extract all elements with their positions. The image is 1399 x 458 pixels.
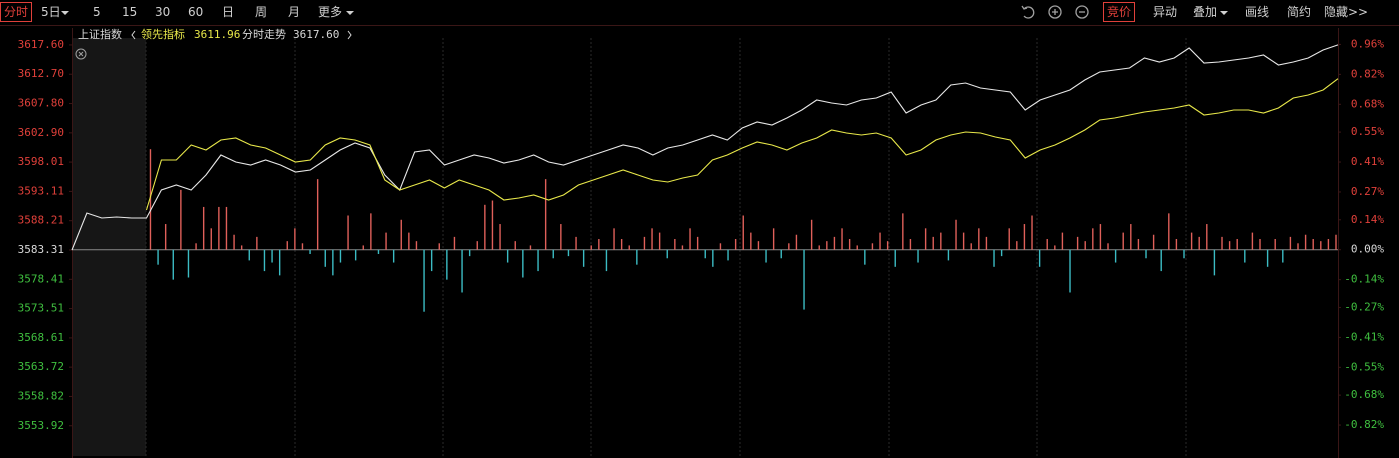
y2-tick-label: 0.82%	[1351, 67, 1384, 80]
toolbar-button[interactable]: 60	[188, 5, 204, 19]
next-arrow[interactable]	[347, 30, 352, 40]
prev-session-shade	[72, 38, 146, 456]
y-tick-label: 3607.80	[18, 97, 64, 110]
toolbar-button[interactable]: 隐藏>>	[1324, 5, 1369, 19]
series-line	[71, 44, 1339, 251]
y-tick-label: 3578.41	[18, 272, 64, 285]
toolbar-button[interactable]: 日	[222, 5, 235, 19]
zoom-in-icon[interactable]	[1048, 5, 1062, 19]
toolbar-button[interactable]: 15	[122, 5, 138, 19]
y-tick-label: 3563.72	[18, 360, 64, 373]
y2-tick-label: -0.82%	[1344, 418, 1384, 431]
y-tick-label: 3602.90	[18, 126, 64, 139]
trend-value: 3617.60	[293, 28, 339, 41]
y-tick-label: 3588.21	[18, 214, 64, 227]
y2-tick-label: -0.68%	[1344, 388, 1384, 401]
y-tick-label: 3617.60	[18, 38, 64, 51]
dropdown-arrow[interactable]	[61, 11, 69, 15]
y2-tick-label: 0.55%	[1351, 125, 1384, 138]
dropdown-arrow[interactable]	[1220, 11, 1228, 15]
y2-tick-label: -0.14%	[1344, 273, 1384, 286]
lead-value: 3611.96	[194, 28, 240, 41]
toolbar-button[interactable]: 叠加	[1193, 5, 1218, 19]
toolbar-button[interactable]: 5日	[41, 5, 61, 19]
y2-tick-label: 0.14%	[1351, 213, 1384, 226]
dropdown-arrow[interactable]	[346, 11, 354, 15]
y2-tick-label: 0.27%	[1351, 185, 1384, 198]
y2-tick-label: 0.68%	[1351, 97, 1384, 110]
zoom-out-icon[interactable]	[1075, 5, 1089, 19]
toolbar-button[interactable]: 更多	[318, 5, 343, 19]
toolbar-button[interactable]: 画线	[1245, 5, 1270, 19]
y-tick-label: 3598.01	[18, 155, 64, 168]
y2-tick-label: -0.55%	[1344, 360, 1384, 373]
trend-name: 分时走势	[242, 28, 286, 41]
toolbar-button[interactable]: 异动	[1153, 5, 1178, 19]
lead-name: 领先指标	[141, 27, 185, 41]
y-tick-label: 3573.51	[18, 302, 64, 315]
y-tick-label: 3553.92	[18, 419, 64, 432]
toolbar-button[interactable]: 月	[288, 5, 301, 19]
y-tick-label: 3558.82	[18, 389, 64, 402]
toolbar-button[interactable]: 分时	[0, 2, 33, 22]
y-tick-label: 3612.70	[18, 67, 64, 80]
prev-arrow[interactable]	[131, 30, 136, 40]
toolbar-button[interactable]: 竞价	[1103, 2, 1136, 22]
toolbar-button[interactable]: 30	[155, 5, 171, 19]
y2-tick-label: 0.41%	[1351, 155, 1384, 168]
series-line	[145, 78, 1339, 211]
y-tick-label: 3568.61	[18, 331, 64, 344]
y-tick-label: 3593.11	[18, 184, 64, 197]
y2-tick-label: -0.27%	[1344, 300, 1384, 313]
y2-tick-label: 0.96%	[1351, 37, 1384, 50]
close-icon[interactable]	[75, 48, 87, 60]
index-name: 上证指数	[78, 27, 122, 41]
toolbar-button[interactable]: 周	[255, 5, 268, 19]
y2-tick-label: 0.00%	[1351, 243, 1384, 256]
undo-icon[interactable]	[1021, 5, 1035, 19]
toolbar-button[interactable]: 简约	[1287, 5, 1312, 19]
toolbar-button[interactable]: 5	[93, 5, 101, 19]
y-tick-label: 3583.31	[18, 243, 64, 256]
y2-tick-label: -0.41%	[1344, 330, 1384, 343]
